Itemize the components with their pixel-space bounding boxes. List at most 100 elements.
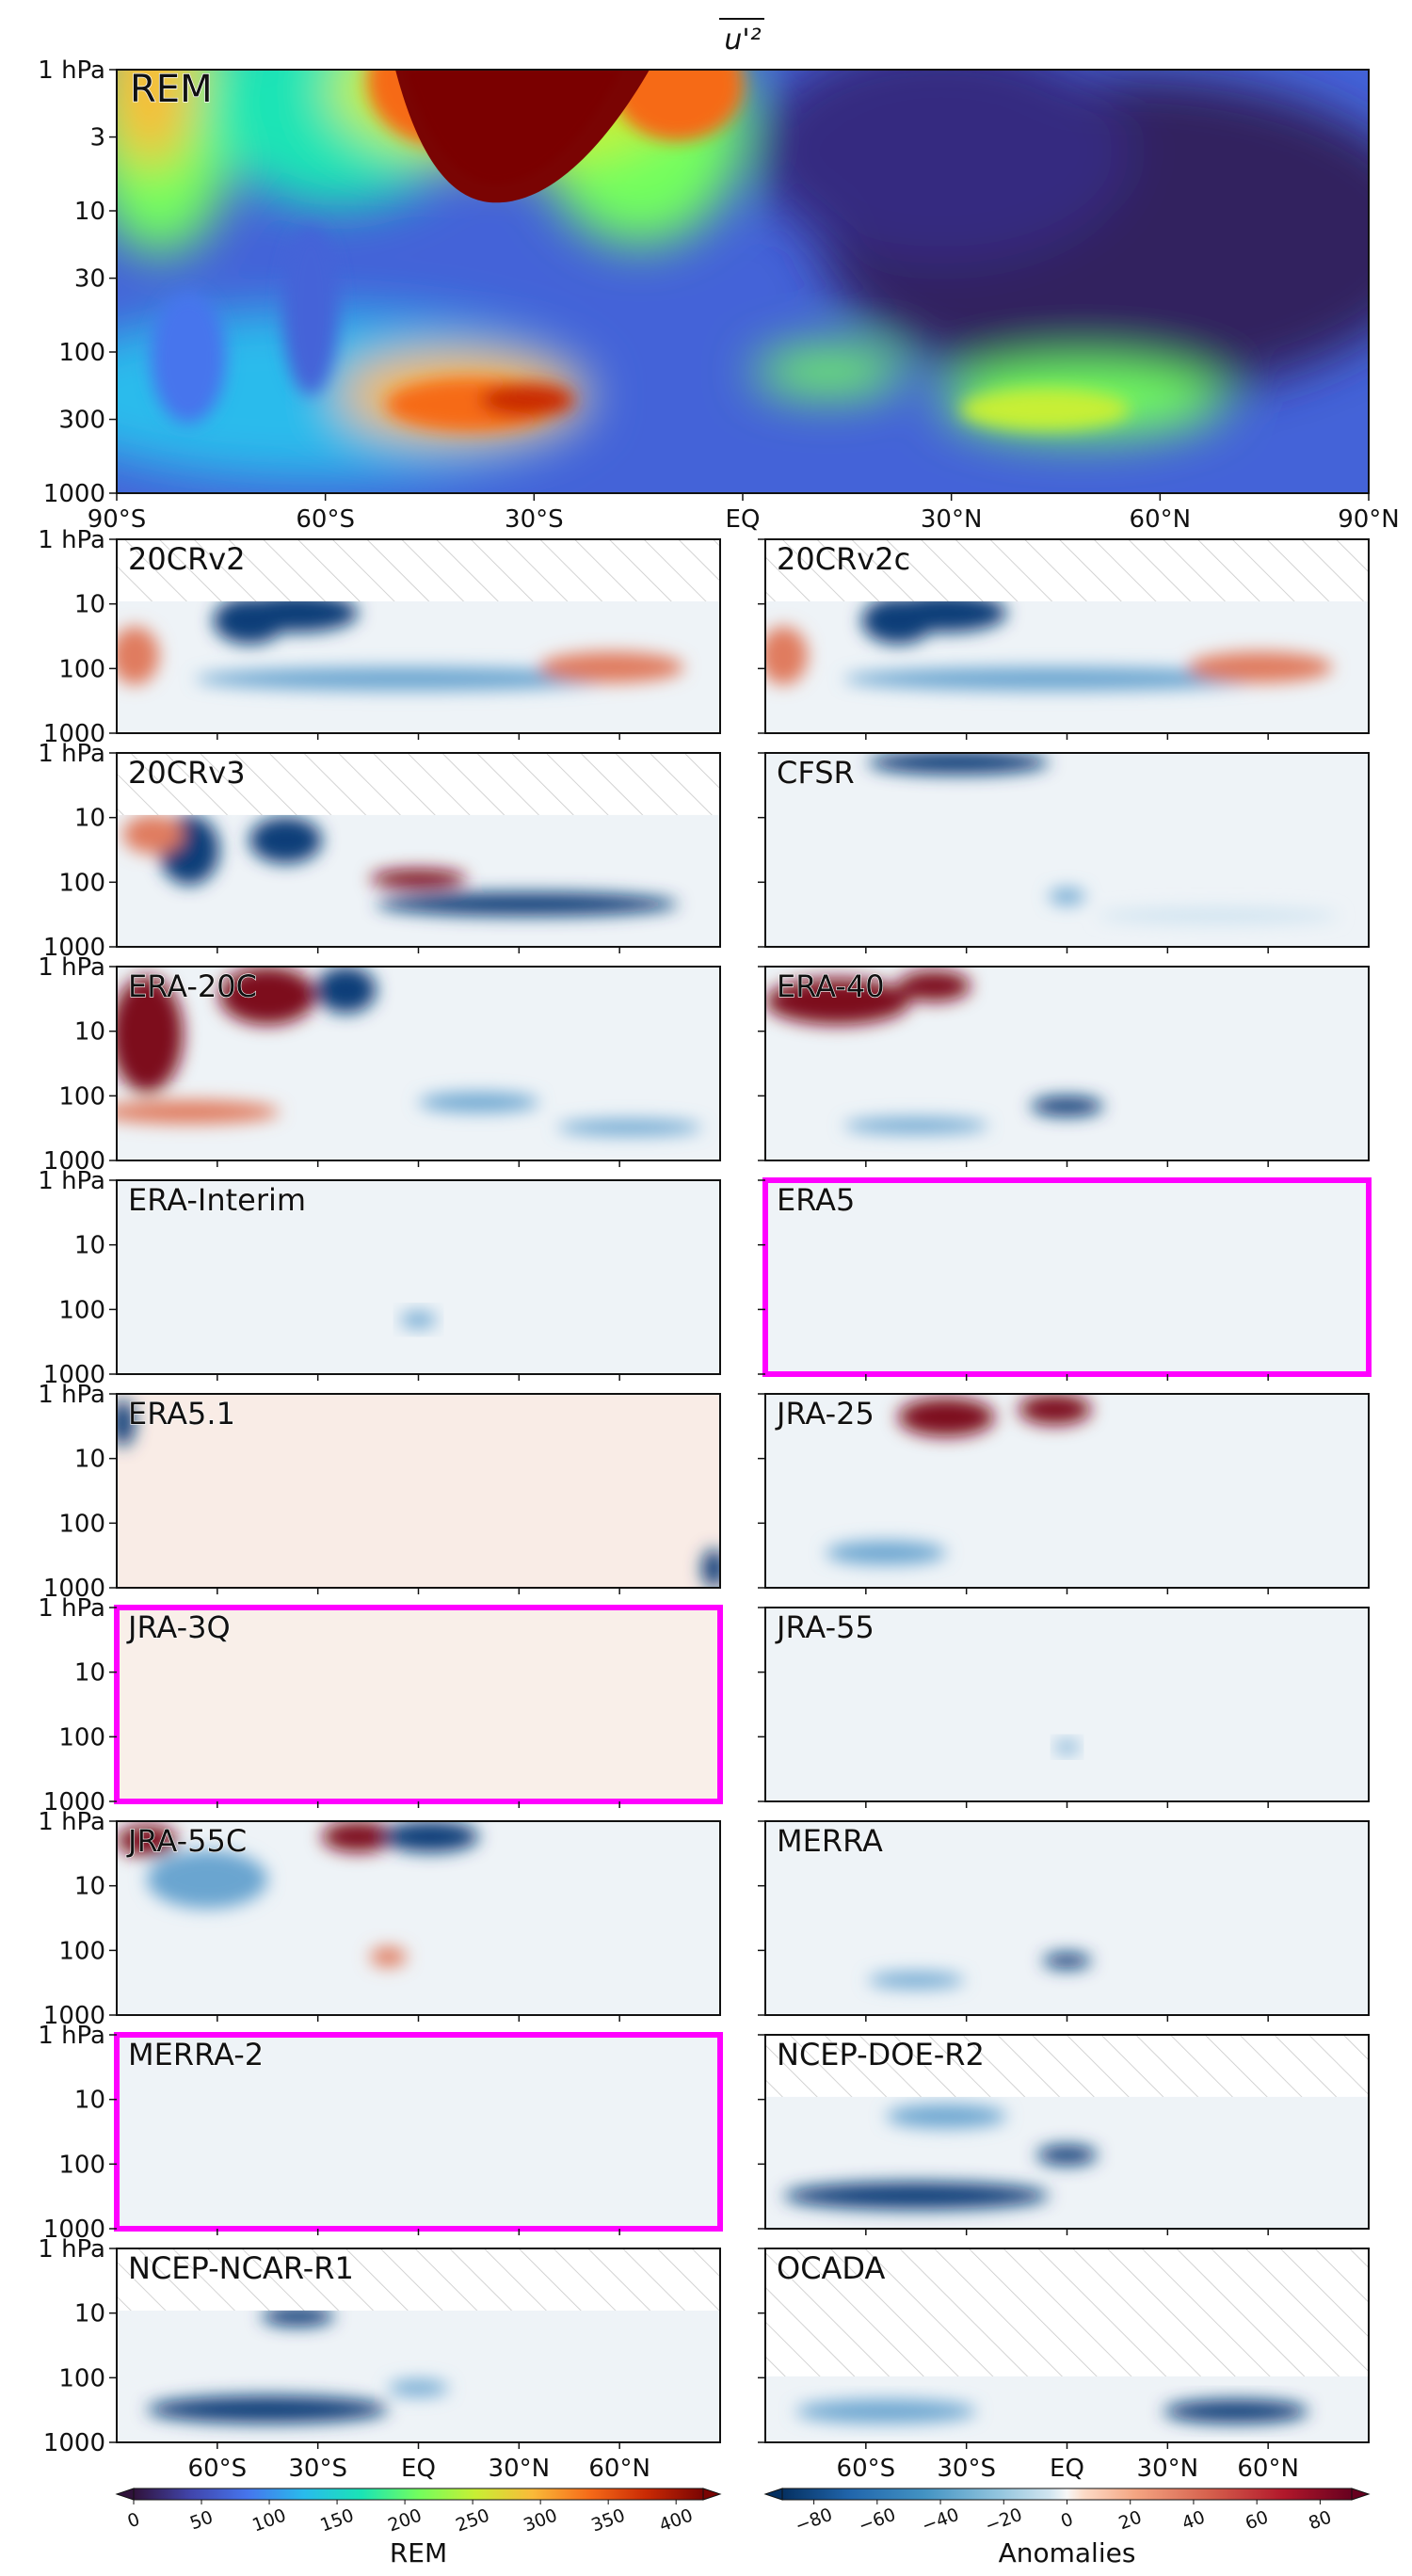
y-tick-label: 1 hPa [38, 1381, 105, 1409]
anomaly-panel-ncep-doe-r2: NCEP-DOE-R2 [758, 2034, 1370, 2235]
panel-label: NCEP-DOE-R2 [777, 2037, 985, 2072]
x-tick-label: 60°S [837, 2455, 896, 2483]
colorbar-gradient [133, 2488, 704, 2501]
anomaly-panel-era-40: ERA-40 [758, 966, 1370, 1167]
anomaly-panel-20crv2: 20CRv2 1 hPa 10 100 1000 [38, 526, 721, 748]
panel-label: MERRA [777, 1823, 883, 1859]
x-tick-label: EQ [1050, 2455, 1084, 2483]
colorbar-tick-label: 100 [249, 2504, 289, 2536]
anomaly-field [765, 1608, 1369, 1801]
anomaly-field [117, 753, 720, 947]
rem-x-tick-label: 30°N [921, 505, 983, 534]
panel-label: ERA-40 [777, 968, 885, 1004]
x-tick-label: 30°S [937, 2455, 996, 2483]
rem-x-tick-label: 90°N [1338, 505, 1400, 534]
anomaly-field [117, 1608, 720, 1801]
colorbar-tick-label: 80 [1306, 2507, 1334, 2535]
colorbar-tick-label: 50 [187, 2507, 216, 2535]
y-tick-label: 10 [74, 1018, 105, 1047]
colorbar-label: Anomalies [999, 2537, 1136, 2568]
y-tick-label: 1000 [43, 1788, 105, 1816]
anomaly-panel-jra-55: JRA-55 [758, 1607, 1370, 1808]
rem-x-tick-label: 60°N [1130, 505, 1192, 534]
colorbar-tick-label: −80 [793, 2504, 835, 2536]
x-tick-label: 60°S [188, 2455, 248, 2483]
colorbar-tick-label: 20 [1116, 2507, 1145, 2535]
panel-label: 20CRv2c [777, 541, 910, 577]
y-tick-label: 1 hPa [38, 1808, 105, 1836]
x-tick-label: 30°N [489, 2455, 551, 2483]
missing-data-hatch [117, 2248, 720, 2311]
y-tick-label: 10 [74, 2300, 105, 2328]
anomaly-field [117, 967, 720, 1160]
rem-panel-label: REM [130, 68, 213, 111]
y-tick-label: 100 [58, 1937, 105, 1965]
rem-colorbar: 0 50 100 150 200 250 300 350 400 REM [115, 2488, 722, 2568]
rem-y-tick-label: 300 [58, 407, 105, 435]
rem-y-tick-label: 100 [58, 339, 105, 367]
y-tick-label: 1000 [43, 1147, 105, 1176]
y-tick-label: 100 [58, 1510, 105, 1538]
y-tick-label: 100 [58, 2364, 105, 2392]
anomaly-panel-jra-3q: JRA-3Q 1 hPa 10 100 1000 [38, 1594, 723, 1816]
panel-label: JRA-55 [775, 1609, 874, 1645]
y-tick-label: 100 [58, 869, 105, 897]
anomaly-panel-era5: ERA5 [758, 1177, 1372, 1381]
anomaly-panel-20crv2c: 20CRv2c [758, 538, 1370, 740]
x-tick-label: EQ [401, 2455, 436, 2483]
y-tick-label: 1000 [43, 720, 105, 748]
anomaly-panel-ncep-ncar-r1: NCEP-NCAR-R1 1 hPa 10 100 1000 60°S 30°S EQ 30°N… [38, 2235, 721, 2483]
rem-field [117, 70, 1369, 493]
anomaly-field [117, 2248, 720, 2442]
colorbar-tick-label: −60 [856, 2504, 898, 2536]
y-tick-label: 1000 [43, 1361, 105, 1389]
colorbar-tick-label: 150 [317, 2504, 357, 2536]
y-tick-label: 1000 [43, 2002, 105, 2030]
colorbar-tick-label: 400 [656, 2504, 696, 2536]
colorbar-label: REM [390, 2537, 447, 2568]
colorbar-extend-low [763, 2488, 783, 2501]
anomalies-colorbar: −80 −60 −40 −20 0 20 40 60 80 Anomalies [763, 2488, 1371, 2568]
y-tick-label: 10 [74, 591, 105, 619]
y-tick-label: 1 hPa [38, 2235, 105, 2264]
y-tick-label: 1 hPa [38, 740, 105, 768]
y-tick-label: 10 [74, 1446, 105, 1474]
anomaly-panel-era5.1: ERA5.1 1 hPa 10 100 1000 [38, 1381, 721, 1603]
y-tick-label: 1000 [43, 1575, 105, 1603]
anomaly-field [765, 1394, 1369, 1588]
y-tick-label: 1000 [43, 2216, 105, 2244]
panel-label: JRA-3Q [126, 1609, 231, 1645]
anomaly-panel-jra-55c: JRA-55C 1 hPa 10 100 1000 [38, 1808, 721, 2030]
anomaly-field [765, 2248, 1369, 2442]
anomaly-field [765, 539, 1369, 733]
colorbar-gradient [781, 2488, 1353, 2501]
colorbar-tick-label: −40 [919, 2504, 961, 2536]
rem-y-tick-label: 1000 [43, 480, 105, 508]
y-tick-label: 1000 [43, 934, 105, 962]
missing-data-hatch [765, 539, 1369, 601]
colorbar-extend-high [1351, 2488, 1371, 2501]
panel-label: ERA5.1 [128, 1396, 235, 1432]
panel-label: ERA-Interim [128, 1182, 306, 1218]
anomaly-panel-era-interim: ERA-Interim 1 hPa 10 100 1000 [38, 1167, 721, 1389]
colorbar-tick-label: 60 [1243, 2507, 1271, 2535]
y-tick-label: 10 [74, 805, 105, 833]
panel-label: CFSR [777, 755, 855, 791]
y-tick-label: 1000 [43, 2429, 105, 2457]
colorbar-extend-low [115, 2488, 135, 2501]
y-tick-label: 1 hPa [38, 1167, 105, 1195]
colorbar-tick-label: −20 [983, 2504, 1025, 2536]
rem-x-tick-label: 30°S [505, 505, 564, 534]
y-tick-label: 100 [58, 1296, 105, 1324]
anomaly-panel-20crv3: 20CRv3 1 hPa 10 100 1000 [38, 740, 721, 962]
anomaly-panel-merra-2: MERRA-2 1 hPa 10 100 1000 [38, 2022, 723, 2244]
y-tick-label: 100 [58, 1082, 105, 1111]
colorbar-extend-high [702, 2488, 722, 2501]
colorbar-tick-label: 0 [1058, 2509, 1076, 2533]
panel-label: 20CRv2 [128, 541, 246, 577]
missing-data-hatch [765, 2248, 1369, 2376]
x-tick-label: 60°N [588, 2455, 650, 2483]
panel-label: 20CRv3 [128, 755, 246, 791]
